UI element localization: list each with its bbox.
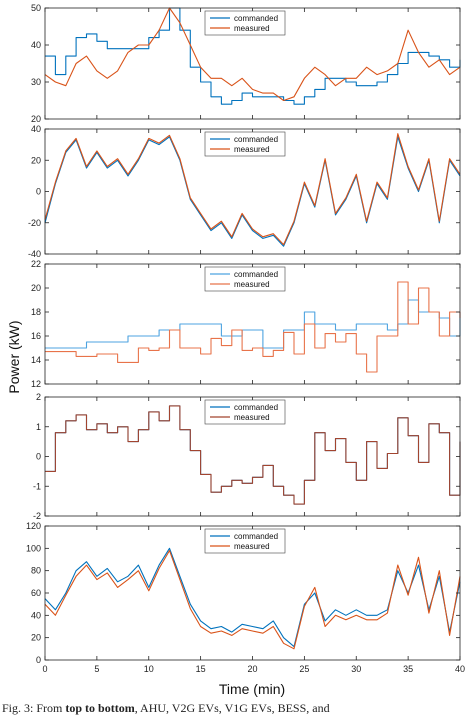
legend-box [204,10,286,36]
series-line-1 [45,7,461,105]
x-tick-label: 20 [247,664,257,674]
caption-rest: , AHU, V2G EVs, V1G EVs, BESS, and [134,701,330,715]
y-tick-label: 30 [31,77,41,87]
x-tick-label: 10 [144,664,154,674]
panel-5: 0 20 40 60 80 100 120 0 5 10 15 20 25 30 35 40 commanded… [26,521,465,674]
y-tick-label: 50 [31,3,41,13]
y-axis-label: Power (kW) [6,320,22,393]
legend-label-1: commanded [234,270,278,279]
x-axis-label: Time (min) [219,681,285,697]
y-tick-label: 2 [36,392,41,402]
legend-label-2: measured [234,280,270,289]
legend-label-1: commanded [234,403,278,412]
x-tick-label: 40 [455,664,465,674]
x-tick-label: 0 [42,664,47,674]
series-line-2 [44,7,461,102]
x-tick-label: 35 [403,664,413,674]
x-tick-label: 30 [351,664,361,674]
legend-label-2: measured [234,542,270,551]
y-tick-label: 16 [31,331,41,341]
x-tick-label: 5 [94,664,99,674]
legend-label-1: commanded [234,14,278,23]
y-tick-label: 40 [31,124,41,134]
y-tick-label: 18 [31,307,41,317]
y-tick-label: 100 [26,543,41,553]
y-tick-label: 1 [36,422,41,432]
y-tick-label: 0 [36,655,41,665]
y-tick-label: 20 [31,155,41,165]
y-tick-label: 14 [31,355,41,365]
y-tick-label: 20 [31,283,41,293]
series-line-2 [45,405,461,505]
y-tick-label: -40 [28,249,41,259]
legend-box [204,528,286,554]
y-tick-label: -1 [33,481,41,491]
y-tick-label: 80 [31,566,41,576]
legend-label-2: measured [234,24,270,33]
y-tick-label: 120 [26,521,41,531]
legend-label-2: measured [234,145,270,154]
x-tick-label: 25 [299,664,309,674]
y-tick-label: 60 [31,588,41,598]
y-tick-label: 20 [31,633,41,643]
legend-label-1: commanded [234,135,278,144]
x-tick-label: 15 [196,664,206,674]
y-tick-label: -2 [33,511,41,521]
y-tick-label: 40 [31,610,41,620]
legend-box [204,399,286,425]
y-tick-label: 0 [36,187,41,197]
y-tick-label: 12 [31,379,41,389]
y-tick-label: 22 [31,259,41,269]
series-line-1 [44,547,461,648]
figure-caption: Fig. 3: From top to bottom, AHU, V2G EVs… [2,701,330,716]
series-line-2 [44,133,461,246]
caption-prefix: Fig. 3: From [2,701,66,715]
caption-bold: top to bottom [65,701,135,715]
legend-label-2: measured [234,413,270,422]
series-line-2 [44,550,461,650]
legend-label-1: commanded [234,532,278,541]
y-tick-label: 0 [36,452,41,462]
y-tick-label: 20 [31,114,41,124]
y-tick-label: -20 [28,218,41,228]
legend-box [204,131,286,157]
y-tick-label: 40 [31,40,41,50]
series-line-2 [45,281,461,373]
legend-box [204,266,286,292]
